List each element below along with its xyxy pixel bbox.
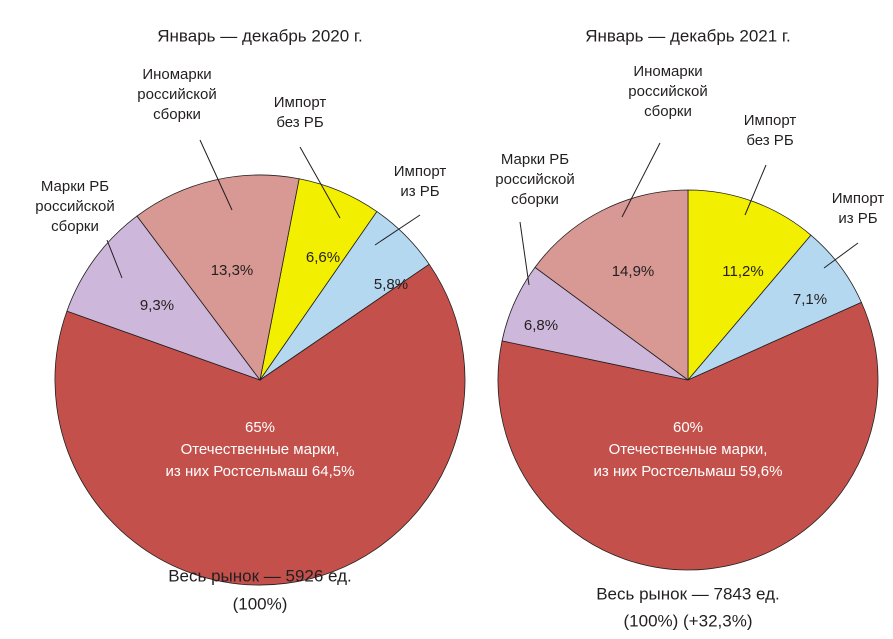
slice-label: из РБ (838, 210, 877, 227)
pie-slice (687, 189, 812, 382)
value-label: 5,8% (374, 276, 408, 293)
chart-title: Январь — декабрь 2021 г. (585, 26, 791, 45)
footnote: (100%) (233, 594, 288, 613)
slice-label: без РБ (746, 132, 793, 149)
leader-line (299, 146, 341, 219)
pie-slice (534, 189, 689, 381)
leader-line (823, 242, 859, 269)
slice-label: Импорт (832, 190, 885, 207)
slice-label: сборки (51, 218, 99, 235)
leader-line (744, 164, 767, 216)
chart-title: Январь — декабрь 2020 г. (157, 26, 363, 45)
slice-label: Марки РБ (501, 151, 569, 168)
leader-line (621, 142, 661, 218)
value-label: 6,8% (524, 317, 558, 334)
leader-line (106, 239, 123, 279)
slice-label: Иномарки (633, 63, 702, 80)
leader-line (199, 139, 233, 211)
slice-label: российской (35, 198, 114, 215)
slice-label: Иномарки (142, 66, 211, 83)
slice-label: Импорт (274, 94, 327, 111)
slice-label: без РБ (276, 114, 323, 131)
pie-slice (136, 174, 300, 381)
slice-label: российской (628, 83, 707, 100)
value-label: 11,2% (722, 263, 763, 280)
value-label: 65% (245, 419, 275, 436)
slice-label: из них Ростсельмаш 64,5% (166, 463, 355, 480)
footnote: Весь рынок — 7843 ед. (596, 584, 780, 603)
slice-label: российской (495, 171, 574, 188)
value-label: 13,3% (211, 262, 254, 279)
slice-label: Отечественные марки, (181, 441, 340, 458)
value-label: 6,6% (306, 249, 340, 266)
slice-label: из РБ (400, 183, 439, 200)
footnote: Весь рынок — 5926 ед. (168, 566, 352, 585)
footnote: (100%) (+32,3%) (624, 611, 753, 630)
slice-label: Марки РБ (41, 178, 109, 195)
slice-label: сборки (644, 103, 692, 120)
slice-label: российской (137, 86, 216, 103)
slice-label: Отечественные марки, (609, 441, 768, 458)
pie-slice (497, 301, 879, 571)
value-label: 9,3% (140, 297, 174, 314)
leader-line (519, 221, 530, 286)
slice-label: Импорт (394, 163, 447, 180)
value-label: 7,1% (793, 291, 827, 308)
leader-line (374, 214, 421, 246)
pie-slice (66, 215, 262, 381)
slice-label: сборки (153, 106, 201, 123)
value-label: 60% (673, 419, 703, 436)
slice-label: Импорт (744, 112, 797, 129)
slice-label: из них Ростсельмаш 59,6% (594, 463, 783, 480)
slice-label: сборки (511, 191, 559, 208)
pie-slice (54, 263, 466, 586)
value-label: 14,9% (612, 263, 655, 280)
